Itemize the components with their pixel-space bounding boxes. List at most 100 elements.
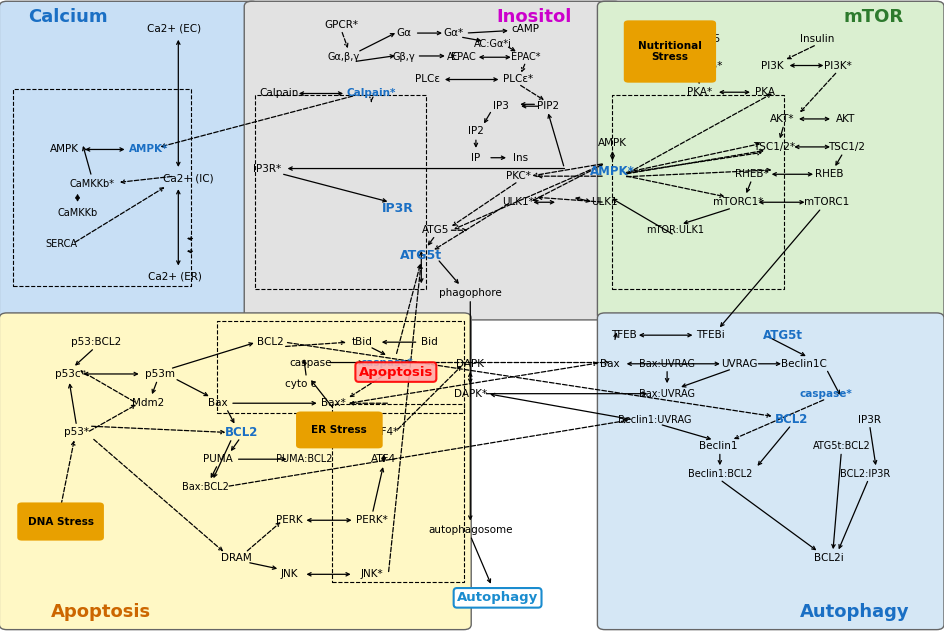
Text: RHEB*: RHEB* <box>735 169 768 179</box>
FancyBboxPatch shape <box>598 1 944 320</box>
Text: PKA: PKA <box>755 87 775 97</box>
Text: PERK*: PERK* <box>357 515 388 525</box>
Text: IP3R: IP3R <box>858 415 881 425</box>
Text: Ca2+ (IC): Ca2+ (IC) <box>163 173 214 183</box>
Text: DNA Stress: DNA Stress <box>27 516 93 527</box>
Text: mTOR:ULK1: mTOR:ULK1 <box>646 225 703 235</box>
Text: AC: AC <box>447 52 460 62</box>
Text: AMPK*: AMPK* <box>590 165 635 178</box>
Text: JNK: JNK <box>280 569 298 579</box>
Text: p53c: p53c <box>56 369 81 379</box>
Text: ULK1*: ULK1* <box>502 197 534 207</box>
Text: Ca2+ (ER): Ca2+ (ER) <box>147 272 201 282</box>
Text: Beclin1C: Beclin1C <box>781 359 827 369</box>
Text: mTORC1*: mTORC1* <box>714 197 764 207</box>
Text: Ins: Ins <box>513 153 528 163</box>
FancyBboxPatch shape <box>244 1 622 320</box>
Text: BCL2i: BCL2i <box>815 553 844 563</box>
Text: AMPK*: AMPK* <box>128 144 168 155</box>
Text: ER Stress: ER Stress <box>312 425 367 435</box>
Text: TSC1/2: TSC1/2 <box>829 142 866 152</box>
Text: Calpain: Calpain <box>260 88 298 99</box>
Text: autophagosome: autophagosome <box>428 525 513 535</box>
Text: Insulin: Insulin <box>800 34 834 45</box>
FancyBboxPatch shape <box>296 411 382 448</box>
Text: Beclin1:UVRAG: Beclin1:UVRAG <box>618 415 692 425</box>
Text: BCL2: BCL2 <box>775 413 808 426</box>
Text: BCL2: BCL2 <box>225 426 258 439</box>
Text: Bax*: Bax* <box>321 398 346 408</box>
Text: UVRAG: UVRAG <box>721 359 758 369</box>
Text: AMPK: AMPK <box>50 144 79 155</box>
Text: CaMKKb*: CaMKKb* <box>69 179 114 190</box>
Text: Calpain*: Calpain* <box>346 88 396 99</box>
Text: DAPK: DAPK <box>456 359 484 369</box>
Text: PKC*: PKC* <box>506 171 531 181</box>
Text: Ca2+ (EC): Ca2+ (EC) <box>147 24 202 34</box>
Text: Bid: Bid <box>421 337 438 347</box>
Text: PI3K*: PI3K* <box>824 60 851 71</box>
Text: caspase: caspase <box>289 357 331 368</box>
Text: AKT: AKT <box>835 114 855 124</box>
Text: AKT*: AKT* <box>769 114 794 124</box>
Text: TFEBi: TFEBi <box>696 330 725 340</box>
Text: PUMA: PUMA <box>203 454 233 464</box>
Text: ATF4*: ATF4* <box>368 427 398 438</box>
Text: cAMP: cAMP <box>512 24 540 34</box>
Text: PLCε: PLCε <box>415 74 441 85</box>
Text: Gβ,γ: Gβ,γ <box>393 52 415 62</box>
Text: GPCR*: GPCR* <box>324 20 358 31</box>
Text: mTORC1: mTORC1 <box>803 197 849 207</box>
Text: IP3R*: IP3R* <box>253 163 281 174</box>
Text: DAPK*: DAPK* <box>454 389 487 399</box>
Text: Beclin1: Beclin1 <box>699 441 737 452</box>
Text: TFEB: TFEB <box>611 330 636 340</box>
Text: MAPK15: MAPK15 <box>678 34 720 45</box>
Text: CaMKKb: CaMKKb <box>58 208 97 218</box>
Text: BCL2:IP3R: BCL2:IP3R <box>840 469 890 479</box>
Text: ATG5t: ATG5t <box>763 329 803 342</box>
Text: ULK1: ULK1 <box>591 197 617 207</box>
Text: PLCε*: PLCε* <box>503 74 533 85</box>
Text: Gα*: Gα* <box>444 28 464 38</box>
Text: Apoptosis: Apoptosis <box>51 603 151 621</box>
Text: caspase*: caspase* <box>800 389 852 399</box>
Text: Bax: Bax <box>599 359 619 369</box>
Text: JNK*: JNK* <box>361 569 383 579</box>
Text: cyto c: cyto c <box>285 378 316 389</box>
Text: SERCA: SERCA <box>45 238 77 249</box>
Text: IP3R: IP3R <box>381 202 413 215</box>
Text: PUMA:BCL2: PUMA:BCL2 <box>277 454 333 464</box>
Text: TSC1/2*: TSC1/2* <box>753 142 796 152</box>
Text: Calcium: Calcium <box>28 8 108 25</box>
Text: p53:BCL2: p53:BCL2 <box>71 337 122 347</box>
Text: BCL2: BCL2 <box>257 337 284 347</box>
Text: PKA*: PKA* <box>686 87 712 97</box>
Text: PERK: PERK <box>277 515 303 525</box>
Text: PI3K: PI3K <box>761 60 784 71</box>
Text: RHEB: RHEB <box>815 169 843 179</box>
Text: Bax:BCL2: Bax:BCL2 <box>182 481 229 492</box>
Text: Gα: Gα <box>396 28 412 38</box>
Text: Mdm2: Mdm2 <box>132 398 164 408</box>
Text: Autophagy: Autophagy <box>457 591 538 604</box>
Text: Inositol: Inositol <box>497 8 572 25</box>
Text: Gα,β,γ: Gα,β,γ <box>327 52 360 62</box>
Text: ATF4: ATF4 <box>371 454 396 464</box>
Text: IP2: IP2 <box>468 126 484 136</box>
Text: AMPK: AMPK <box>598 138 627 148</box>
FancyBboxPatch shape <box>598 313 944 630</box>
FancyBboxPatch shape <box>0 1 260 320</box>
Text: DRAM: DRAM <box>221 553 252 563</box>
Text: caspase*: caspase* <box>360 357 413 368</box>
Text: IP3: IP3 <box>494 101 510 111</box>
Text: p53*: p53* <box>64 427 89 438</box>
Text: ATG5t:BCL2: ATG5t:BCL2 <box>813 441 870 452</box>
Text: Nutritional
Stress: Nutritional Stress <box>638 41 702 62</box>
Text: ATG5t: ATG5t <box>400 249 443 262</box>
Text: tBid: tBid <box>351 337 372 347</box>
Text: EPAC*: EPAC* <box>511 52 541 62</box>
Text: Autophagy: Autophagy <box>800 603 909 621</box>
Text: EPAC: EPAC <box>451 52 476 62</box>
Text: Apoptosis: Apoptosis <box>359 366 433 378</box>
